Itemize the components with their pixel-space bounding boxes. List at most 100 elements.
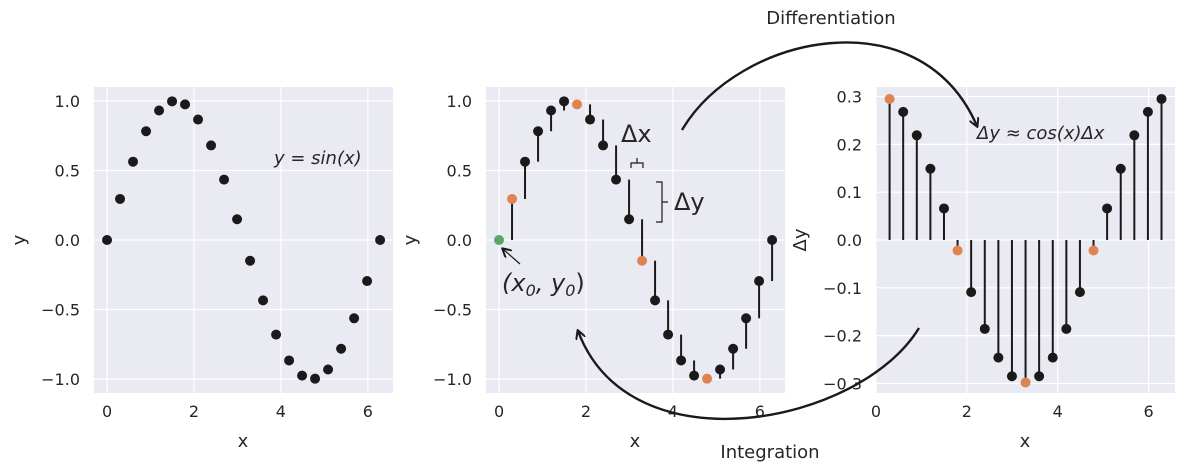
data-point bbox=[1047, 352, 1058, 363]
delta-x-bracket bbox=[630, 158, 644, 168]
highlighted-point bbox=[507, 193, 518, 204]
data-point bbox=[180, 99, 191, 110]
x-tick-label: 4 bbox=[1053, 402, 1063, 421]
data-point bbox=[1156, 93, 1167, 104]
data-point bbox=[1129, 130, 1140, 141]
delta-y-label: Δy bbox=[674, 188, 705, 216]
y-tick-label: −0.5 bbox=[41, 301, 80, 320]
data-point bbox=[898, 106, 909, 117]
data-point bbox=[1142, 106, 1153, 117]
x-tick-label: 0 bbox=[494, 402, 504, 421]
start-label-sub1: 0 bbox=[565, 281, 575, 300]
highlighted-point bbox=[702, 373, 713, 384]
data-point bbox=[349, 313, 360, 324]
data-point bbox=[141, 126, 152, 137]
data-point bbox=[115, 193, 126, 204]
x-tick-label: 4 bbox=[276, 402, 286, 421]
differentiation-label: Differentiation bbox=[766, 8, 895, 29]
x-tick-label: 2 bbox=[581, 402, 591, 421]
y-axis-label: y bbox=[9, 234, 30, 245]
data-marks bbox=[494, 96, 778, 384]
data-point bbox=[533, 126, 544, 137]
tick-labels: 0 2 4 6 1.0 0.5 0.0 −0.5 −1.0 bbox=[433, 92, 765, 421]
differentiation-arrow bbox=[680, 41, 977, 131]
data-point bbox=[598, 140, 609, 151]
data-point bbox=[979, 323, 990, 334]
x-axis-label: x bbox=[238, 431, 249, 452]
data-point bbox=[663, 329, 674, 340]
highlighted-point bbox=[952, 245, 963, 256]
data-point bbox=[966, 287, 977, 298]
data-point bbox=[362, 276, 373, 287]
data-point bbox=[219, 174, 230, 185]
data-point bbox=[206, 140, 217, 151]
highlighted-point bbox=[637, 255, 648, 266]
x-axis-label: x bbox=[1020, 431, 1031, 452]
data-point bbox=[154, 105, 165, 116]
x-tick-label: 6 bbox=[755, 402, 765, 421]
data-marks bbox=[102, 96, 386, 384]
highlighted-point bbox=[572, 99, 583, 110]
highlighted-point bbox=[1088, 245, 1099, 256]
data-point bbox=[1006, 371, 1017, 382]
data-point bbox=[232, 214, 243, 225]
data-marks bbox=[884, 93, 1167, 388]
data-point bbox=[1061, 323, 1072, 334]
data-point bbox=[245, 255, 256, 266]
data-point bbox=[728, 343, 739, 354]
x-tick-label: 6 bbox=[1144, 402, 1154, 421]
grid bbox=[94, 87, 393, 393]
tick-labels: 0 2 4 6 0.3 0.2 0.1 0.0 −0.1 −0.2 −0.3 bbox=[823, 88, 1154, 421]
y-tick-label: −0.1 bbox=[823, 279, 862, 298]
data-point bbox=[925, 163, 936, 174]
start-label-mid: , y bbox=[536, 269, 566, 297]
panel-derivative: 0 2 4 6 0.3 0.2 0.1 0.0 −0.1 −0.2 −0.3 x Δy Δy ≈ c… bbox=[790, 87, 1175, 452]
data-point bbox=[689, 370, 700, 381]
y-tick-label: 0.2 bbox=[837, 135, 862, 154]
y-tick-label: 0.5 bbox=[447, 161, 472, 180]
data-point bbox=[1074, 287, 1085, 298]
y-tick-label: 1.0 bbox=[55, 92, 80, 111]
y-tick-label: 0.0 bbox=[447, 231, 472, 250]
y-tick-label: −1.0 bbox=[41, 370, 80, 389]
data-point bbox=[546, 105, 557, 116]
data-point bbox=[258, 295, 269, 306]
data-point bbox=[741, 313, 752, 324]
data-point bbox=[323, 364, 334, 375]
y-tick-label: 0.0 bbox=[837, 231, 862, 250]
y-tick-label: 0.0 bbox=[55, 231, 80, 250]
data-point bbox=[676, 355, 687, 366]
data-point bbox=[520, 156, 531, 167]
function-annotation: y = sin(x) bbox=[273, 148, 362, 169]
y-tick-label: −0.5 bbox=[433, 301, 472, 320]
x-axis-label: x bbox=[630, 431, 641, 452]
data-point bbox=[284, 355, 295, 366]
x-tick-label: 0 bbox=[871, 402, 881, 421]
data-point bbox=[911, 130, 922, 141]
panel-stems: 0 2 4 61.00.50.0−0.5−1.0 x y Δx Δy (x0, y0) bbox=[400, 87, 785, 452]
y-tick-label: 0.5 bbox=[55, 161, 80, 180]
panel-sine: 0 2 4 6 1.0 0.5 0.0 −0.5 −1.0 x y y = sin(x) bbox=[9, 87, 393, 452]
y-tick-label: 0.1 bbox=[837, 183, 862, 202]
delta-x-label: Δx bbox=[621, 120, 652, 148]
x-tick-label: 6 bbox=[363, 402, 373, 421]
data-point bbox=[1102, 203, 1113, 214]
x-tick-label: 0 bbox=[102, 402, 112, 421]
data-point bbox=[310, 373, 321, 384]
data-point bbox=[1034, 371, 1045, 382]
y-tick-label: 0.3 bbox=[837, 88, 862, 107]
highlighted-point bbox=[1020, 377, 1031, 388]
start-point-label: (x0, y0) bbox=[502, 269, 585, 300]
data-point bbox=[767, 235, 778, 245]
y-tick-label: −0.3 bbox=[823, 374, 862, 393]
data-point bbox=[271, 329, 282, 340]
y-axis-label: Δy bbox=[790, 228, 811, 251]
data-point bbox=[128, 156, 139, 167]
data-point bbox=[715, 364, 726, 375]
data-point bbox=[167, 96, 178, 107]
data-point bbox=[559, 96, 570, 107]
integration-arrow bbox=[578, 327, 921, 421]
x-tick-label: 2 bbox=[962, 402, 972, 421]
data-point bbox=[336, 343, 347, 354]
